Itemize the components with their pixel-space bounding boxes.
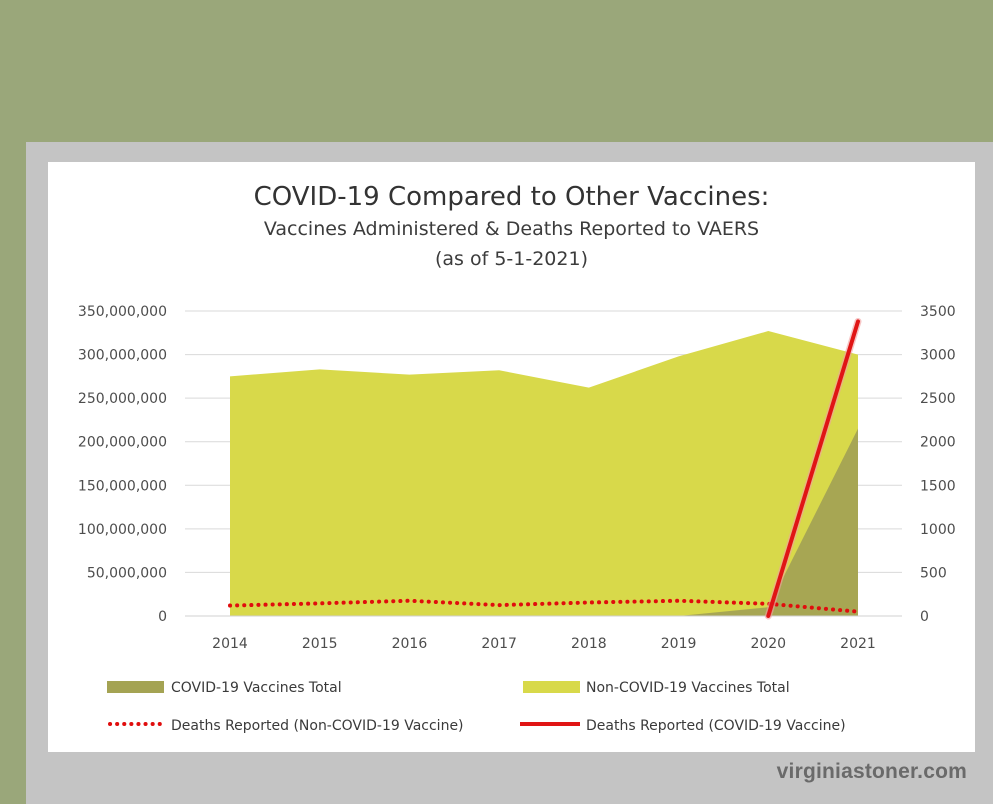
chart-title: COVID-19 Compared to Other Vaccines: — [253, 182, 770, 212]
y-left-tick-label: 100,000,000 — [78, 522, 167, 538]
y-right-tick-label: 0 — [920, 609, 929, 625]
legend-label-non-covid-total: Non-COVID-19 Vaccines Total — [586, 680, 790, 696]
deaths-non-covid-line — [228, 598, 860, 614]
x-tick-label: 2020 — [750, 636, 786, 652]
chart-subtitle-date: (as of 5-1-2021) — [434, 248, 588, 270]
chart-title-block: COVID-19 Compared to Other Vaccines: Vac… — [48, 180, 975, 274]
legend-swatch-non-covid-total — [523, 681, 580, 693]
y-left-tick-label: 300,000,000 — [78, 348, 167, 364]
x-tick-label: 2017 — [481, 636, 517, 652]
x-tick-label: 2014 — [212, 636, 248, 652]
chart-subtitle: Vaccines Administered & Deaths Reported … — [263, 218, 760, 240]
y-right-tick-label: 2000 — [920, 435, 956, 451]
y-left-tick-label: 150,000,000 — [78, 478, 167, 494]
y-left-tick-label: 250,000,000 — [78, 391, 167, 407]
x-tick-label: 2016 — [392, 636, 428, 652]
x-tick-label: 2019 — [661, 636, 697, 652]
x-tick-label: 2021 — [840, 636, 876, 652]
y-right-tick-label: 1000 — [920, 522, 956, 538]
legend-swatch-covid-total — [107, 681, 164, 693]
covid-area — [230, 428, 858, 616]
y-left-tick-label: 350,000,000 — [78, 304, 167, 320]
y-left-tick-label: 200,000,000 — [78, 435, 167, 451]
y-right-tick-label: 2500 — [920, 391, 956, 407]
y-left-tick-label: 0 — [158, 609, 167, 625]
non-covid-area — [230, 331, 858, 616]
y-right-tick-label: 3500 — [920, 304, 956, 320]
legend-label-deaths-covid: Deaths Reported (COVID-19 Vaccine) — [586, 718, 846, 734]
y-left-tick-label: 50,000,000 — [87, 565, 167, 581]
legend-label-deaths-non-covid: Deaths Reported (Non-COVID-19 Vaccine) — [171, 718, 464, 734]
y-right-tick-label: 3000 — [920, 348, 956, 364]
legend-label-covid-total: COVID-19 Vaccines Total — [171, 680, 342, 696]
watermark: virginiastoner.com — [776, 760, 967, 783]
x-tick-label: 2015 — [302, 636, 338, 652]
deaths-covid-line — [766, 319, 860, 618]
y-right-tick-label: 1500 — [920, 478, 956, 494]
x-tick-label: 2018 — [571, 636, 607, 652]
y-right-tick-label: 500 — [920, 565, 947, 581]
